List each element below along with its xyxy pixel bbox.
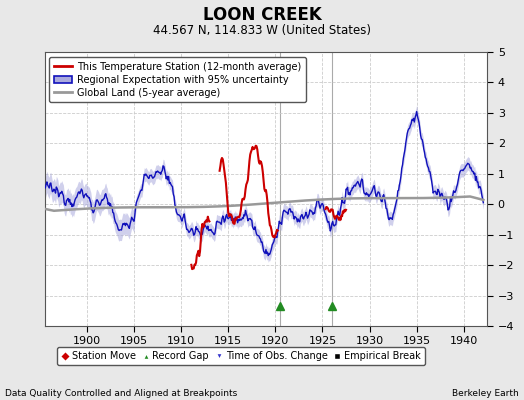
Legend: Station Move, Record Gap, Time of Obs. Change, Empirical Break: Station Move, Record Gap, Time of Obs. C…: [58, 347, 424, 365]
Text: Data Quality Controlled and Aligned at Breakpoints: Data Quality Controlled and Aligned at B…: [5, 389, 237, 398]
Text: 44.567 N, 114.833 W (United States): 44.567 N, 114.833 W (United States): [153, 24, 371, 37]
Legend: This Temperature Station (12-month average), Regional Expectation with 95% uncer: This Temperature Station (12-month avera…: [49, 57, 305, 102]
Text: LOON CREEK: LOON CREEK: [203, 6, 321, 24]
Text: Berkeley Earth: Berkeley Earth: [452, 389, 519, 398]
